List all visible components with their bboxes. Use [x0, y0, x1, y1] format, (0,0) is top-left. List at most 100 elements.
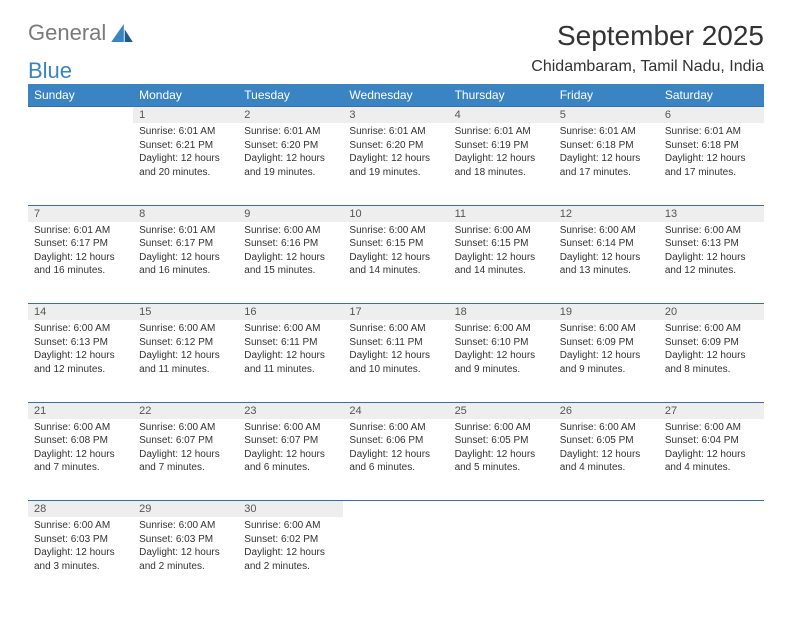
- day-15-info: Sunrise: 6:00 AMSunset: 6:12 PMDaylight:…: [133, 320, 238, 402]
- day-1-info: Sunrise: 6:01 AMSunset: 6:21 PMDaylight:…: [133, 123, 238, 205]
- daylight: Daylight: 12 hours and 2 minutes.: [244, 546, 337, 573]
- sunrise: Sunrise: 6:00 AM: [455, 224, 548, 238]
- week-3-daynums: 21222324252627: [28, 402, 764, 419]
- sunset: Sunset: 6:15 PM: [455, 237, 548, 251]
- sunrise: Sunrise: 6:00 AM: [34, 322, 127, 336]
- day-19-info: Sunrise: 6:00 AMSunset: 6:09 PMDaylight:…: [554, 320, 659, 402]
- daynum-22: 22: [133, 402, 238, 419]
- daylight: Daylight: 12 hours and 16 minutes.: [139, 251, 232, 278]
- daynum-15: 15: [133, 304, 238, 321]
- sunrise: Sunrise: 6:00 AM: [560, 322, 653, 336]
- sunrise: Sunrise: 6:00 AM: [455, 322, 548, 336]
- daylight: Daylight: 12 hours and 12 minutes.: [34, 349, 127, 376]
- daynum-18: 18: [449, 304, 554, 321]
- brand-part1: General: [28, 20, 106, 46]
- brand-line2: Blue: [28, 58, 72, 84]
- day-25-info: Sunrise: 6:00 AMSunset: 6:05 PMDaylight:…: [449, 419, 554, 501]
- day-12-info: Sunrise: 6:00 AMSunset: 6:14 PMDaylight:…: [554, 222, 659, 304]
- sunset: Sunset: 6:15 PM: [349, 237, 442, 251]
- sunrise: Sunrise: 6:01 AM: [139, 224, 232, 238]
- day-14-info: Sunrise: 6:00 AMSunset: 6:13 PMDaylight:…: [28, 320, 133, 402]
- sunrise: Sunrise: 6:01 AM: [455, 125, 548, 139]
- sunset: Sunset: 6:10 PM: [455, 336, 548, 350]
- sunset: Sunset: 6:19 PM: [455, 139, 548, 153]
- daynum-9: 9: [238, 205, 343, 222]
- daynum-26: 26: [554, 402, 659, 419]
- sunset: Sunset: 6:11 PM: [244, 336, 337, 350]
- sunrise: Sunrise: 6:00 AM: [455, 421, 548, 435]
- weekday-wednesday: Wednesday: [343, 84, 448, 107]
- day-26-info: Sunrise: 6:00 AMSunset: 6:05 PMDaylight:…: [554, 419, 659, 501]
- daylight: Daylight: 12 hours and 14 minutes.: [349, 251, 442, 278]
- daylight: Daylight: 12 hours and 13 minutes.: [560, 251, 653, 278]
- empty-cell: [343, 517, 448, 599]
- daylight: Daylight: 12 hours and 8 minutes.: [665, 349, 758, 376]
- sunset: Sunset: 6:03 PM: [34, 533, 127, 547]
- day-21-info: Sunrise: 6:00 AMSunset: 6:08 PMDaylight:…: [28, 419, 133, 501]
- day-24-info: Sunrise: 6:00 AMSunset: 6:06 PMDaylight:…: [343, 419, 448, 501]
- header: General September 2025: [28, 20, 764, 52]
- daylight: Daylight: 12 hours and 20 minutes.: [139, 152, 232, 179]
- daylight: Daylight: 12 hours and 5 minutes.: [455, 448, 548, 475]
- empty-cell: [659, 517, 764, 599]
- sunrise: Sunrise: 6:00 AM: [139, 322, 232, 336]
- day-5-info: Sunrise: 6:01 AMSunset: 6:18 PMDaylight:…: [554, 123, 659, 205]
- sunset: Sunset: 6:13 PM: [34, 336, 127, 350]
- week-4-daynums: 282930: [28, 501, 764, 518]
- day-16-info: Sunrise: 6:00 AMSunset: 6:11 PMDaylight:…: [238, 320, 343, 402]
- day-11-info: Sunrise: 6:00 AMSunset: 6:15 PMDaylight:…: [449, 222, 554, 304]
- sunrise: Sunrise: 6:01 AM: [560, 125, 653, 139]
- daynum-13: 13: [659, 205, 764, 222]
- sunset: Sunset: 6:02 PM: [244, 533, 337, 547]
- daynum-27: 27: [659, 402, 764, 419]
- sunrise: Sunrise: 6:01 AM: [349, 125, 442, 139]
- daynum-25: 25: [449, 402, 554, 419]
- sunset: Sunset: 6:11 PM: [349, 336, 442, 350]
- daylight: Daylight: 12 hours and 18 minutes.: [455, 152, 548, 179]
- daynum-8: 8: [133, 205, 238, 222]
- month-title: September 2025: [557, 20, 764, 52]
- weekday-friday: Friday: [554, 84, 659, 107]
- empty-cell: [449, 517, 554, 599]
- sunrise: Sunrise: 6:00 AM: [349, 322, 442, 336]
- sunset: Sunset: 6:21 PM: [139, 139, 232, 153]
- sunset: Sunset: 6:20 PM: [349, 139, 442, 153]
- sunrise: Sunrise: 6:01 AM: [139, 125, 232, 139]
- daynum-5: 5: [554, 107, 659, 124]
- day-18-info: Sunrise: 6:00 AMSunset: 6:10 PMDaylight:…: [449, 320, 554, 402]
- daynum-20: 20: [659, 304, 764, 321]
- sunrise: Sunrise: 6:00 AM: [244, 322, 337, 336]
- sunrise: Sunrise: 6:00 AM: [349, 421, 442, 435]
- daynum-7: 7: [28, 205, 133, 222]
- sunrise: Sunrise: 6:01 AM: [244, 125, 337, 139]
- daynum-19: 19: [554, 304, 659, 321]
- sunrise: Sunrise: 6:00 AM: [34, 519, 127, 533]
- daylight: Daylight: 12 hours and 9 minutes.: [560, 349, 653, 376]
- calendar-table: SundayMondayTuesdayWednesdayThursdayFrid…: [28, 84, 764, 599]
- day-22-info: Sunrise: 6:00 AMSunset: 6:07 PMDaylight:…: [133, 419, 238, 501]
- week-0-content: Sunrise: 6:01 AMSunset: 6:21 PMDaylight:…: [28, 123, 764, 205]
- daynum-17: 17: [343, 304, 448, 321]
- daynum-12: 12: [554, 205, 659, 222]
- sunrise: Sunrise: 6:00 AM: [560, 224, 653, 238]
- daylight: Daylight: 12 hours and 3 minutes.: [34, 546, 127, 573]
- daynum-6: 6: [659, 107, 764, 124]
- empty-cell: [449, 501, 554, 518]
- title-block: September 2025: [557, 20, 764, 52]
- day-3-info: Sunrise: 6:01 AMSunset: 6:20 PMDaylight:…: [343, 123, 448, 205]
- sunset: Sunset: 6:13 PM: [665, 237, 758, 251]
- day-9-info: Sunrise: 6:00 AMSunset: 6:16 PMDaylight:…: [238, 222, 343, 304]
- day-7-info: Sunrise: 6:01 AMSunset: 6:17 PMDaylight:…: [28, 222, 133, 304]
- daynum-3: 3: [343, 107, 448, 124]
- day-4-info: Sunrise: 6:01 AMSunset: 6:19 PMDaylight:…: [449, 123, 554, 205]
- daylight: Daylight: 12 hours and 9 minutes.: [455, 349, 548, 376]
- sunset: Sunset: 6:05 PM: [560, 434, 653, 448]
- sunset: Sunset: 6:05 PM: [455, 434, 548, 448]
- day-29-info: Sunrise: 6:00 AMSunset: 6:03 PMDaylight:…: [133, 517, 238, 599]
- week-1-content: Sunrise: 6:01 AMSunset: 6:17 PMDaylight:…: [28, 222, 764, 304]
- day-30-info: Sunrise: 6:00 AMSunset: 6:02 PMDaylight:…: [238, 517, 343, 599]
- sunrise: Sunrise: 6:00 AM: [665, 421, 758, 435]
- sunset: Sunset: 6:06 PM: [349, 434, 442, 448]
- daylight: Daylight: 12 hours and 4 minutes.: [560, 448, 653, 475]
- sunset: Sunset: 6:07 PM: [139, 434, 232, 448]
